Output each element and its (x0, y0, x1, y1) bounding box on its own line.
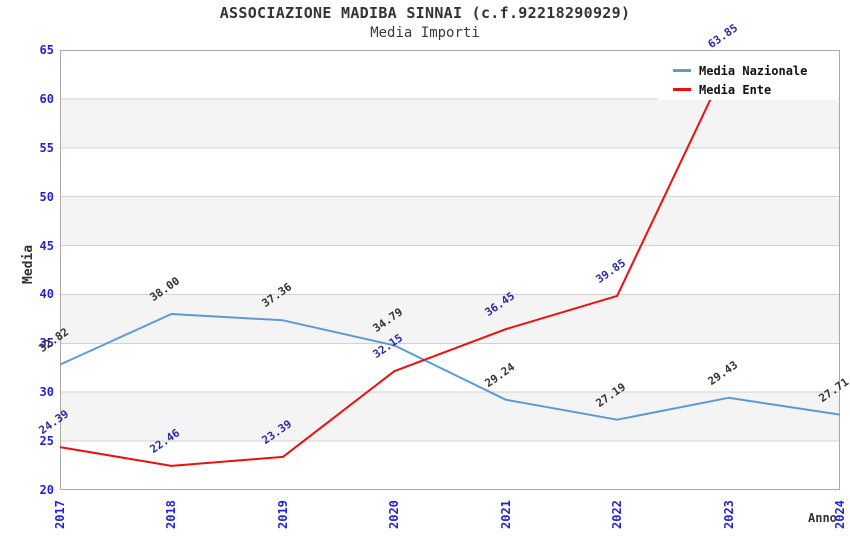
y-tick-label: 25 (39, 434, 54, 449)
background-band (60, 294, 840, 344)
x-tick-label: 2021 (498, 500, 513, 529)
legend-label: Media Ente (699, 82, 772, 97)
legend-item: Media Nazionale (673, 61, 838, 80)
x-tick-label: 2024 (833, 500, 847, 529)
y-tick-label: 30 (39, 385, 54, 400)
legend-label: Media Nazionale (699, 63, 808, 78)
y-tick-label: 60 (39, 91, 54, 106)
x-tick-label: 2018 (164, 500, 179, 529)
y-tick-label: 50 (39, 189, 54, 204)
y-tick-label: 20 (39, 483, 54, 497)
background-band (60, 196, 840, 246)
y-tick-label: 45 (39, 238, 54, 253)
x-tick-label: 2020 (387, 500, 402, 529)
y-tick-label: 65 (39, 43, 54, 57)
legend-color-swatch (673, 88, 691, 91)
chart-title: ASSOCIAZIONE MADIBA SINNAI (c.f.92218290… (219, 4, 631, 22)
background-band (60, 392, 840, 442)
plot-svg (59, 50, 841, 490)
y-tick-label: 35 (39, 336, 54, 351)
series-line-media-nazionale (59, 313, 841, 421)
plot-area (59, 50, 841, 490)
background-band (60, 98, 840, 148)
x-tick-label: 2017 (53, 500, 67, 529)
x-axis-title: Anno (808, 511, 837, 525)
chart-subtitle: Media Importi (370, 25, 480, 41)
x-tick-label: 2019 (275, 500, 290, 529)
x-tick-label: 2023 (721, 500, 736, 529)
plot-border (60, 50, 840, 490)
legend: Media Nazionale Media Ente (658, 54, 838, 100)
x-tick-label: 2022 (610, 500, 625, 529)
y-tick-label: 55 (39, 140, 54, 155)
series-line-media-ente (59, 60, 730, 467)
y-tick-label: 40 (39, 287, 54, 302)
legend-color-swatch (673, 69, 691, 72)
legend-item: Media Ente (673, 80, 838, 99)
